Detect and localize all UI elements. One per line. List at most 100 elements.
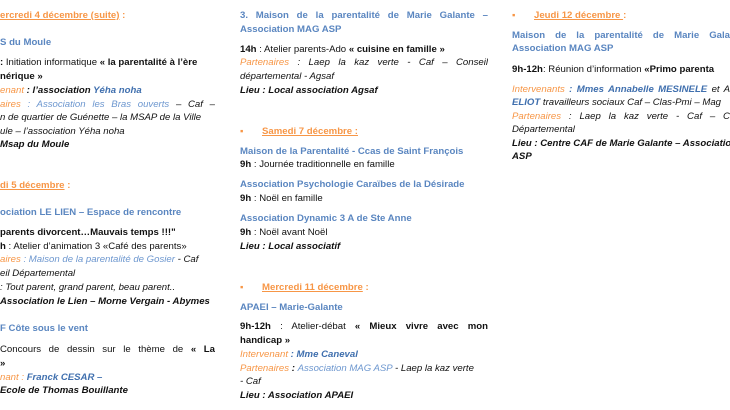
text-segment: « La	[190, 344, 215, 355]
text-segment: Concours de dessin sur le thème de	[0, 344, 191, 355]
text-segment: Mercredi 11 décembre	[262, 282, 363, 293]
text-segment: Association le Lien – Morne Vergain - Ab…	[0, 296, 210, 307]
text-segment: : Réunion d’information	[542, 64, 645, 75]
text-segment: - Caf	[240, 376, 261, 387]
text-segment: Lieu : Local associatif	[240, 241, 341, 252]
text-segment: Lieu : Centre CAF de Marie Galante – Ass…	[512, 138, 730, 149]
text-line: »	[0, 358, 5, 370]
text-segment: Lieu : Local association Agsaf	[240, 85, 378, 96]
text-line: départemental - Agsaf	[240, 71, 334, 83]
text-line: : Initiation informatique « la parentali…	[0, 57, 197, 69]
text-segment: :	[362, 282, 369, 293]
text-segment: Maison de la Parentalité - Ccas de Saint…	[240, 146, 464, 157]
text-segment: - Laep la kaz verte	[392, 363, 474, 374]
text-line: Association Dynamic 3 A de Ste Anne	[240, 213, 412, 225]
text-line: ASP	[512, 151, 532, 163]
text-segment: h	[0, 241, 6, 252]
text-segment: Intervenant	[240, 349, 289, 360]
text-line: Association Psychologie Caraïbes de la D…	[240, 179, 464, 191]
text-line: Association MAG ASP	[240, 24, 341, 36]
text-line: ▪ Jeudi 12 décembre :	[512, 10, 626, 22]
text-line: ercredi 4 décembre (suite) :	[0, 10, 125, 22]
text-segment: :	[623, 10, 627, 21]
text-line: : Tout parent, grand parent, beau parent…	[0, 282, 175, 294]
text-line: Départemental	[512, 124, 575, 136]
text-segment: Départemental	[512, 124, 575, 135]
text-segment: : l’association	[24, 85, 94, 96]
text-line: F Côte sous le vent	[0, 323, 88, 335]
text-line: 3. Maison de la parentalité de Marie Gal…	[240, 10, 488, 22]
text-line: nérique »	[0, 71, 43, 83]
text-segment: «Primo parenta	[644, 64, 715, 75]
text-line: aires : Association les Bras ouverts – C…	[0, 99, 215, 111]
text-segment: et A	[707, 84, 730, 95]
text-segment: ELIOT	[512, 97, 541, 108]
text-line: nant : Franck CESAR –	[0, 372, 102, 384]
text-segment: APAEI – Marie-Galante	[240, 302, 343, 313]
text-segment: n de quartier de Guénette – la MSAP de l…	[0, 112, 202, 123]
text-line: 14h : Atelier parents-Ado « cuisine en f…	[240, 44, 445, 56]
text-segment: Jeudi 12 décembre	[534, 10, 624, 21]
text-line: Maison de la Parentalité - Ccas de Saint…	[240, 146, 463, 158]
text-segment: ule – l’association Yéha noha	[0, 126, 125, 137]
text-segment: handicap »	[240, 335, 291, 346]
text-segment: Association Dynamic 3 A de Ste Anne	[240, 213, 412, 224]
text-segment: : Association les Bras ouverts	[20, 99, 170, 110]
text-line: Association le Lien – Morne Vergain - Ab…	[0, 296, 210, 308]
text-line: eil Départemental	[0, 268, 75, 280]
text-segment: 3. Maison de la parentalité de Marie Gal…	[240, 10, 488, 21]
text-segment: Yéha noha	[93, 85, 142, 96]
text-segment: : Atelier d’animation 3 «Café des parent…	[5, 241, 187, 252]
text-segment: 9h	[240, 193, 252, 204]
text-segment: Samedi 7 décembre :	[262, 126, 358, 137]
text-line: aires : Maison de la parentalité de Gosi…	[0, 254, 198, 266]
text-segment: ociation LE LIEN – Espace de rencontre	[0, 207, 182, 218]
text-segment: :	[119, 10, 126, 21]
text-segment: : Mmes Annabelle MESINELE	[564, 84, 708, 95]
text-segment: 9h-12h	[512, 64, 543, 75]
text-line: ▪ Mercredi 11 décembre :	[240, 282, 369, 294]
text-segment: parents divorcent…Mauvais temps !!!"	[0, 227, 176, 238]
text-segment: Ecole de Thomas Bouillante	[0, 385, 128, 396]
text-segment: :	[18, 372, 27, 383]
text-line: ociation LE LIEN – Espace de rencontre	[0, 207, 181, 219]
text-line: 9h : Journée traditionnelle en famille	[240, 159, 395, 171]
text-segment: : Mme Caneval	[288, 349, 358, 360]
text-line: APAEI – Marie-Galante	[240, 302, 343, 314]
text-line: Maison de la parentalité de Marie Gala	[512, 30, 730, 42]
text-segment: : Atelier-débat	[270, 321, 355, 332]
text-segment: Association MAG ASP	[297, 363, 393, 374]
text-segment: : Noël en famille	[251, 193, 323, 204]
text-segment: Lieu : Association APAEI	[240, 390, 354, 401]
text-line: Lieu : Local associatif	[240, 241, 340, 253]
text-segment: Partenaires	[240, 363, 290, 374]
text-line: h : Atelier d’animation 3 «Café des pare…	[0, 241, 187, 253]
text-segment: : Maison de la parentalité de Gosier	[20, 254, 175, 265]
text-line: Lieu : Local association Agsaf	[240, 85, 378, 97]
text-segment: enant	[0, 85, 25, 96]
text-line: Msap du Moule	[0, 139, 69, 151]
text-segment: – Caf –	[169, 99, 215, 110]
text-line: Partenaires : Laep la kaz verte - Caf – …	[512, 111, 730, 123]
text-segment: : Laep la kaz verte - Caf – Conseil	[289, 57, 488, 68]
text-segment: : Tout parent, grand parent, beau parent…	[0, 282, 176, 293]
text-line: Ecole de Thomas Bouillante	[0, 385, 128, 397]
text-segment: 14h	[240, 44, 257, 55]
text-segment: :	[0, 57, 6, 68]
text-line: n de quartier de Guénette – la MSAP de l…	[0, 112, 201, 124]
text-line: S du Moule	[0, 37, 51, 49]
text-line: handicap »	[240, 335, 290, 347]
text-segment: Partenaires	[240, 57, 290, 68]
text-segment: :	[289, 363, 298, 374]
text-segment: : Journée traditionnelle en famille	[251, 159, 395, 170]
text-line: Intervenants : Mmes Annabelle MESINELE e…	[512, 84, 730, 96]
text-segment: :	[64, 180, 71, 191]
text-line: ▪ Samedi 7 décembre :	[240, 126, 358, 138]
text-line: di 5 décembre :	[0, 180, 70, 192]
text-segment: Association MAG ASP	[512, 43, 614, 54]
text-line: Lieu : Association APAEI	[240, 390, 353, 402]
text-line: enant : l’association Yéha noha	[0, 85, 142, 97]
text-segment: F Côte sous le vent	[0, 323, 88, 334]
text-segment: di 5 décembre	[0, 180, 65, 191]
text-segment: départemental - Agsaf	[240, 71, 335, 82]
